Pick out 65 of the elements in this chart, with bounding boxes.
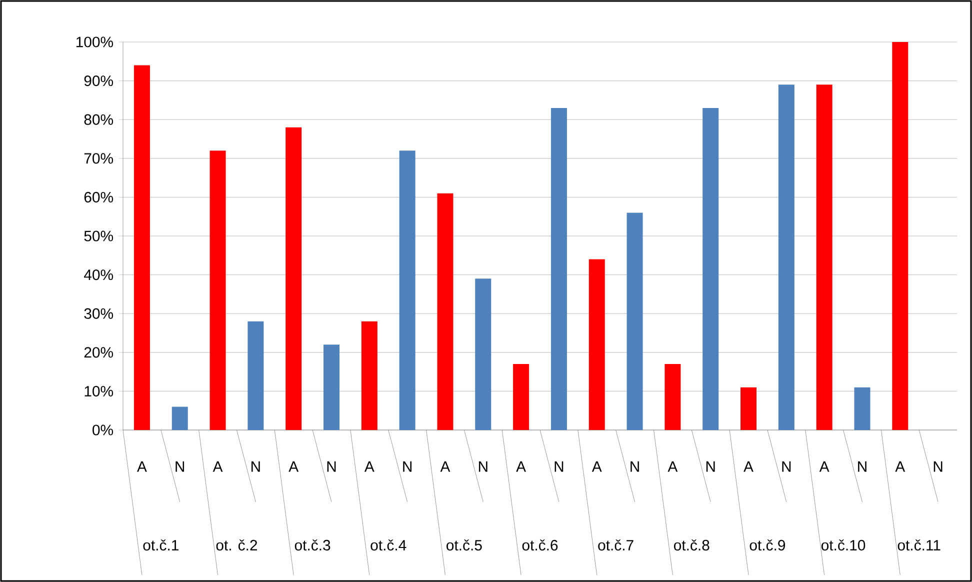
bar <box>588 259 605 430</box>
bar <box>172 406 188 430</box>
bar <box>702 108 719 430</box>
text: ot.č.8 <box>674 539 710 551</box>
bar <box>513 364 530 430</box>
x-tick-label: A <box>364 461 374 472</box>
text: ot. č.2 <box>216 539 258 551</box>
bar <box>740 387 757 430</box>
x-tick-label: A <box>212 461 223 472</box>
y-tick-label: 100% <box>76 36 114 48</box>
x-tick-label: A <box>137 461 147 472</box>
text: ot.č.5 <box>446 539 482 551</box>
x-tick-label: N <box>176 461 184 472</box>
text: ot.č.4 <box>370 539 406 551</box>
x-tick-label: N <box>478 461 488 472</box>
x-tick-label: A <box>895 461 906 472</box>
text: ot.č.7 <box>598 539 634 551</box>
y-tick-label: 60% <box>84 192 114 202</box>
bar <box>210 150 226 430</box>
y-tick-label: 20% <box>84 347 114 358</box>
x-tick-label: A <box>744 461 754 472</box>
y-tick-label: 0% <box>92 424 114 436</box>
bar <box>324 344 340 430</box>
bar <box>550 108 567 430</box>
y-tick-label: 10% <box>84 386 114 396</box>
bar <box>626 212 643 430</box>
y-tick-label: 50% <box>84 230 114 242</box>
x-tick-label: N <box>252 461 260 472</box>
bar <box>437 193 454 430</box>
x-tick-label: A <box>592 461 602 472</box>
bar <box>286 127 302 430</box>
x-tick-label: N <box>858 461 866 472</box>
bar <box>816 84 832 430</box>
bar <box>664 364 681 430</box>
text: ot.č.9 <box>750 539 786 551</box>
bar <box>134 65 150 430</box>
text: ot.č.1 <box>143 539 178 551</box>
bar <box>778 84 794 430</box>
x-tick-label: N <box>782 461 791 472</box>
x-tick-label: A <box>516 461 526 472</box>
x-tick-label: N <box>403 461 412 472</box>
text: ot.č.6 <box>522 539 558 551</box>
bar <box>475 278 492 430</box>
y-tick-label: 40% <box>84 270 114 280</box>
bar <box>854 387 870 430</box>
bar <box>892 42 908 430</box>
text: ot.č.10 <box>821 539 866 551</box>
bar <box>361 321 378 430</box>
x-tick-label: A <box>288 461 299 472</box>
x-tick-label: A <box>440 461 450 472</box>
x-tick-label: N <box>630 461 639 472</box>
bar <box>399 150 416 430</box>
x-tick-label: A <box>668 461 678 472</box>
x-tick-label: N <box>554 461 564 472</box>
y-tick-label: 70% <box>84 153 114 164</box>
y-tick-label: 80% <box>84 114 114 125</box>
text: ot.č.3 <box>294 539 330 551</box>
y-tick-label: 30% <box>84 308 114 319</box>
x-tick-label: N <box>934 461 942 472</box>
x-tick-label: A <box>819 461 830 472</box>
x-tick-label: N <box>706 461 715 472</box>
text: ot.č.11 <box>898 539 940 551</box>
y-tick-label: 90% <box>84 76 114 86</box>
bar <box>248 321 264 430</box>
x-tick-label: N <box>327 461 336 472</box>
